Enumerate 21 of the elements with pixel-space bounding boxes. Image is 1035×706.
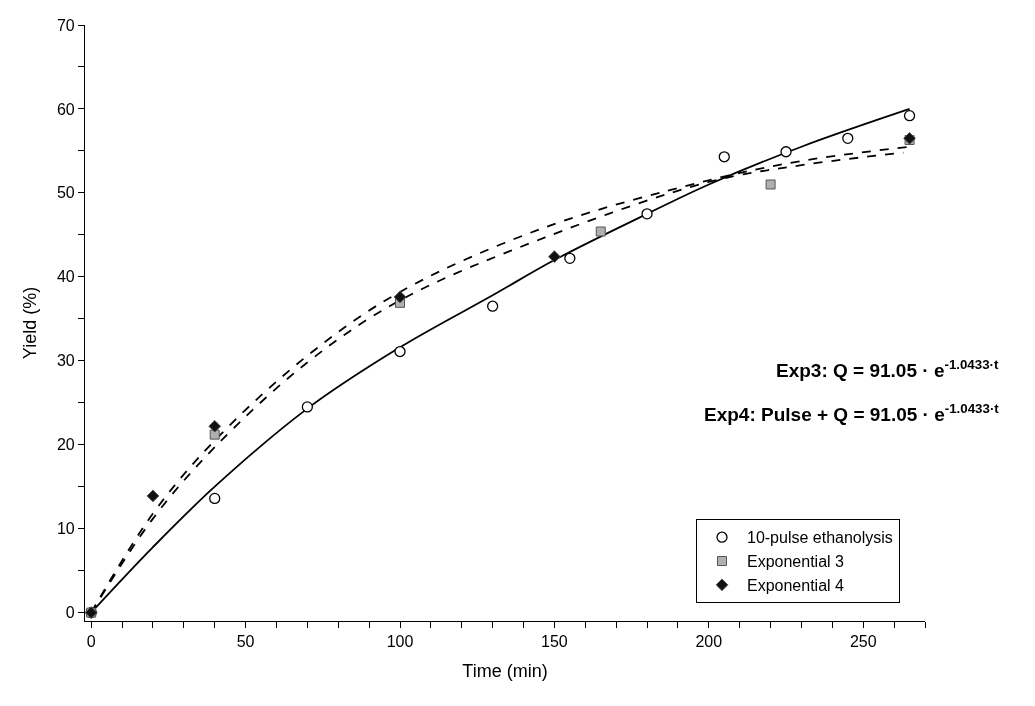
x-tick-label: 0 [86, 633, 96, 651]
y-tick-label: 20 [56, 436, 75, 454]
x-tick-label: 50 [236, 633, 255, 651]
legend-label: Exponential 3 [747, 553, 845, 571]
x-tick-label: 100 [386, 633, 414, 651]
x-tick-label: 150 [541, 633, 568, 651]
x-tick-label: 200 [695, 633, 723, 651]
y-tick-label: 70 [56, 16, 75, 34]
legend-label: 10-pulse ethanolysis [747, 529, 893, 547]
legend-label: Exponential 4 [747, 577, 845, 595]
y-tick-label: 10 [56, 520, 75, 538]
y-tick-label: 30 [56, 352, 75, 370]
y-axis-title: Yield (%) [20, 286, 41, 360]
y-tick-label: 50 [56, 184, 75, 202]
annotation: Exp3: Q = 91.05 · e$^{-1.0433·t}$ [776, 357, 999, 381]
y-tick-label: 60 [56, 100, 75, 118]
y-tick-label: 0 [65, 604, 75, 622]
annotation: Exp4: Pulse + Q = 91.05 · e$^{-1.0433·t}$ [704, 401, 1000, 425]
x-tick-label: 250 [849, 633, 877, 651]
y-tick-label: 40 [56, 268, 75, 286]
x-axis-title: Time (min) [462, 661, 548, 682]
